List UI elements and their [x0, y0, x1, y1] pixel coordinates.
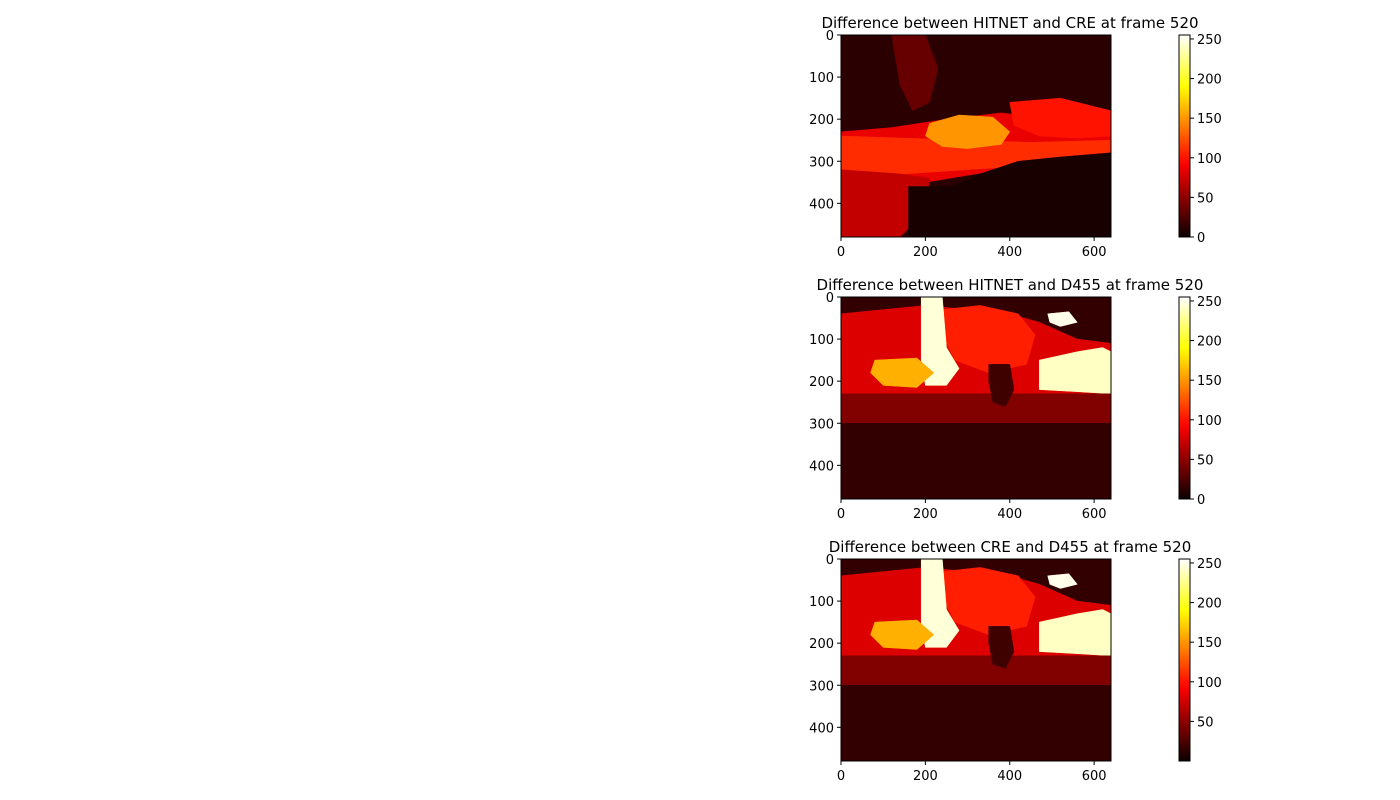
panels: Difference between HITNET and CRE at fra… — [809, 14, 1222, 784]
x-tick-label: 0 — [837, 245, 845, 260]
x-tick-label: 600 — [1082, 507, 1107, 522]
heatmap-panel-1: Difference between HITNET and CRE at fra… — [809, 14, 1222, 260]
heatmap-region — [1047, 573, 1078, 589]
y-tick-label: 400 — [809, 721, 834, 736]
heatmap-region — [1039, 347, 1111, 395]
panel-title: Difference between HITNET and CRE at fra… — [821, 14, 1198, 32]
axes-frame — [840, 558, 1112, 762]
colorbar-tick-label: 0 — [1197, 231, 1205, 246]
colorbar-tick-label: 50 — [1197, 715, 1214, 730]
y-tick-label: 300 — [809, 679, 834, 694]
colorbar-tick-label: 150 — [1197, 636, 1222, 651]
panel-title: Difference between HITNET and D455 at fr… — [817, 276, 1204, 294]
heatmap-region — [908, 152, 1111, 237]
axes-frame — [840, 34, 1112, 238]
colorbar: 0 50 100 150 200 250 — [1178, 33, 1222, 246]
heatmap-region — [841, 423, 1111, 499]
x-tick-label: 600 — [1082, 769, 1107, 784]
heatmap-region — [841, 393, 1111, 424]
heatmap-region — [988, 364, 1015, 407]
x-tick-label: 200 — [913, 245, 938, 260]
y-tick-label: 100 — [809, 595, 834, 610]
colorbar-tick-label: 200 — [1197, 597, 1222, 612]
colorbar-tick-label: 200 — [1197, 73, 1222, 88]
colorbar-tick-label: 100 — [1197, 414, 1222, 429]
y-tick-label: 300 — [809, 417, 834, 432]
y-tick-label: 200 — [809, 637, 834, 652]
heatmap-region — [1039, 609, 1111, 657]
heatmap-region — [891, 35, 939, 112]
y-tick-label: 400 — [809, 459, 834, 474]
x-tick-label: 400 — [997, 507, 1022, 522]
x-tick-label: 0 — [837, 769, 845, 784]
colorbar-gradient — [1178, 34, 1191, 238]
y-tick-label: 200 — [809, 375, 834, 390]
heatmap-panel-2: Difference between HITNET and D455 at fr… — [809, 276, 1222, 522]
heatmap-region — [942, 567, 1036, 636]
colorbar-tick-label: 100 — [1197, 676, 1222, 691]
axes-frame — [840, 296, 1112, 500]
heatmap-region — [841, 655, 1111, 686]
x-tick-label: 200 — [913, 507, 938, 522]
colorbar-tick-label: 150 — [1197, 112, 1222, 127]
colorbar-tick-label: 200 — [1197, 335, 1222, 350]
heatmap-region — [1047, 311, 1078, 327]
colorbar-tick-label: 250 — [1197, 557, 1222, 572]
x-tick-label: 400 — [997, 769, 1022, 784]
heatmap-image — [841, 297, 1111, 499]
x-tick-label: 600 — [1082, 245, 1107, 260]
heatmap-region — [1009, 97, 1111, 139]
y-tick-label: 400 — [809, 197, 834, 212]
colorbar: 0 50 100 150 200 250 — [1178, 295, 1222, 508]
heatmap-panel-3: Difference between CRE and D455 at frame… — [809, 538, 1222, 784]
y-tick-label: 200 — [809, 113, 834, 128]
x-tick-label: 200 — [913, 769, 938, 784]
heatmap-region — [870, 357, 935, 388]
y-tick-label: 0 — [826, 291, 834, 306]
heatmap-region — [841, 685, 1111, 761]
colorbar-gradient — [1178, 558, 1191, 762]
colorbar-tick-label: 150 — [1197, 374, 1222, 389]
x-tick-label: 0 — [837, 507, 845, 522]
colorbar-tick-label: 250 — [1197, 33, 1222, 48]
heatmap-region — [925, 114, 1011, 149]
y-tick-label: 100 — [809, 333, 834, 348]
colorbar-tick-label: 100 — [1197, 152, 1222, 167]
colorbar-tick-label: 250 — [1197, 295, 1222, 310]
x-tick-label: 400 — [997, 245, 1022, 260]
y-tick-label: 0 — [826, 29, 834, 44]
panel-title: Difference between CRE and D455 at frame… — [829, 538, 1192, 556]
heatmap-image — [841, 559, 1111, 761]
y-tick-label: 300 — [809, 155, 834, 170]
y-tick-label: 100 — [809, 71, 834, 86]
heatmap-region — [988, 626, 1015, 669]
colorbar: 50 100 150 200 250 — [1178, 557, 1222, 762]
colorbar-gradient — [1178, 296, 1191, 500]
heatmap-image — [841, 35, 1111, 237]
colorbar-tick-label: 50 — [1197, 453, 1214, 468]
y-tick-label: 0 — [826, 553, 834, 568]
heatmap-region — [942, 305, 1036, 374]
colorbar-tick-label: 0 — [1197, 493, 1205, 508]
heatmap-region — [870, 619, 935, 650]
colorbar-tick-label: 50 — [1197, 191, 1214, 206]
